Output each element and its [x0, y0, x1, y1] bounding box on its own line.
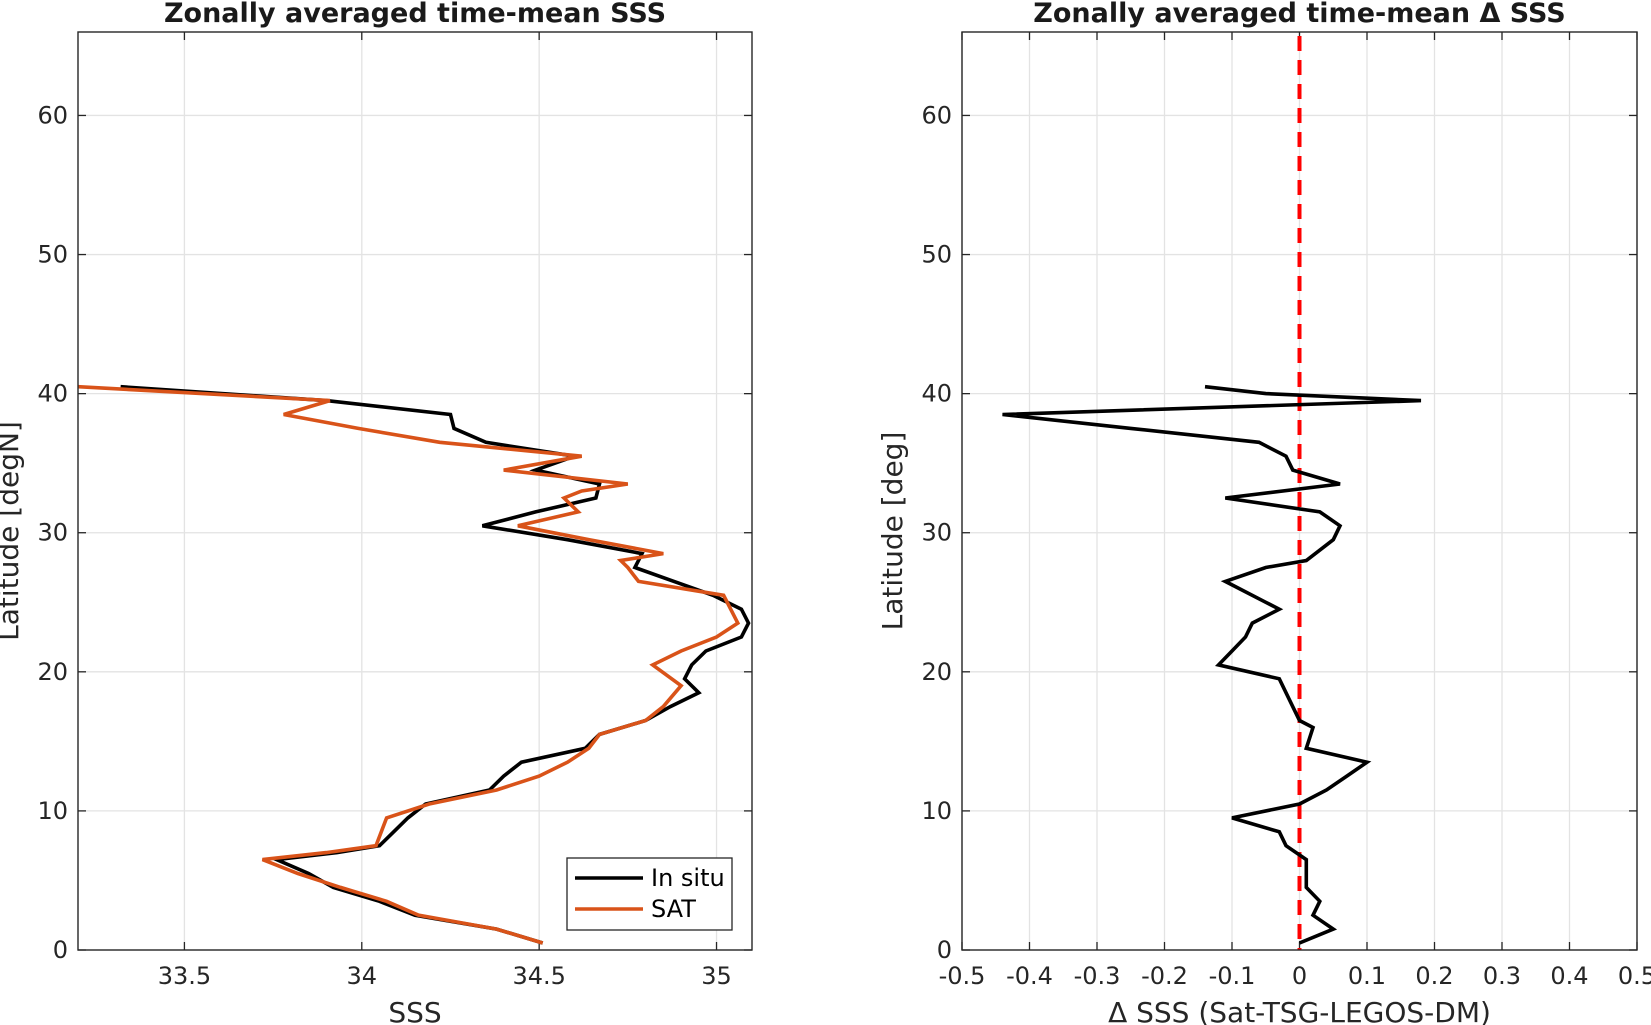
sss-legend: In situ SAT [566, 857, 733, 931]
delta-sss-x-tick-label: 0 [1292, 962, 1307, 990]
sss-legend-label: SAT [651, 895, 696, 923]
sss-y-tick-label: 60 [37, 101, 68, 129]
sss-x-tick-label: 33.5 [158, 962, 211, 990]
delta-sss-x-tick-label: 0.3 [1483, 962, 1521, 990]
sss-y-tick-label: 20 [37, 658, 68, 686]
delta-sss-x-tick-label: -0.4 [1006, 962, 1053, 990]
delta-sss-y-tick-label: 60 [921, 101, 952, 129]
delta-sss-y-tick-label: 0 [937, 936, 952, 964]
sss-y-tick-label: 30 [37, 519, 68, 547]
delta-sss-y-tick-label: 10 [921, 797, 952, 825]
delta-sss-x-axis-label: Δ SSS (Sat-TSG-LEGOS-DM) [1108, 996, 1491, 1025]
sss-series-sat-line [78, 384, 741, 945]
delta-sss-x-tick-label: -0.3 [1074, 962, 1121, 990]
sss-chart-title: Zonally averaged time-mean SSS [164, 0, 666, 29]
delta-sss-x-tick-label: 0.4 [1550, 962, 1588, 990]
sss-x-tick-label: 35 [701, 962, 732, 990]
sss-legend-label: In situ [651, 864, 725, 892]
sss-plot-area [78, 32, 752, 950]
delta-sss-series-delta-line [1002, 384, 1422, 945]
delta-sss-y-axis-label: Latitude [deg] [876, 432, 909, 631]
delta-sss-x-tick-label: -0.1 [1209, 962, 1256, 990]
delta-sss-axes-box [961, 31, 1638, 951]
sss-x-tick-label: 34.5 [512, 962, 565, 990]
delta-sss-y-tick-label: 40 [921, 380, 952, 408]
delta-sss-y-tick-label: 30 [921, 519, 952, 547]
delta-sss-x-tick-label: 0.5 [1618, 962, 1651, 990]
sss-y-tick-label: 40 [37, 380, 68, 408]
sss-panel: 33.5 34 34.5 35 0 10 20 30 40 50 60 Zonally average… [0, 0, 753, 1025]
sss-y-axis-label: Latitude [degN] [0, 421, 25, 641]
sss-y-tick-label: 0 [53, 936, 68, 964]
delta-sss-x-tick-label: 0.1 [1348, 962, 1386, 990]
delta-sss-chart-title: Zonally averaged time-mean Δ SSS [1033, 0, 1565, 29]
sss-y-tick-label: 10 [37, 797, 68, 825]
sss-axes-box [77, 31, 753, 951]
sss-x-tick-label: 34 [347, 962, 378, 990]
sss-x-axis-label: SSS [388, 996, 441, 1025]
delta-sss-x-tick-label: -0.2 [1141, 962, 1188, 990]
delta-sss-y-tick-label: 20 [921, 658, 952, 686]
sss-legend-box [566, 857, 733, 931]
sss-y-tick-label: 50 [37, 241, 68, 269]
delta-sss-panel: -0.5 -0.4 -0.3 -0.2 -0.1 0 0.1 0.2 0.3 0.4 0.5 0 10 2… [876, 0, 1651, 1025]
delta-sss-y-tick-label: 50 [921, 241, 952, 269]
delta-sss-x-tick-label: 0.2 [1415, 962, 1453, 990]
delta-sss-x-tick-label: -0.5 [939, 962, 986, 990]
